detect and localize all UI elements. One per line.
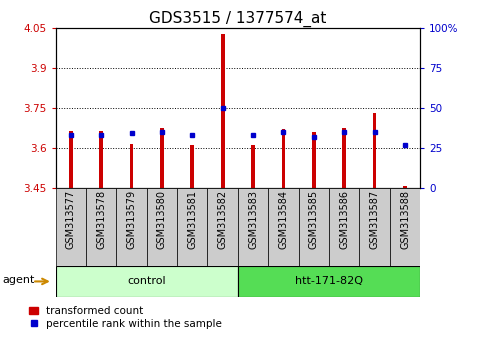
Bar: [373, 113, 376, 188]
Text: GSM313577: GSM313577: [66, 190, 76, 249]
Bar: [359, 188, 390, 266]
Text: GSM313578: GSM313578: [96, 190, 106, 249]
Bar: [56, 188, 86, 266]
Bar: [312, 132, 316, 188]
Bar: [56, 266, 238, 297]
Text: htt-171-82Q: htt-171-82Q: [295, 276, 363, 286]
Bar: [221, 34, 225, 188]
Text: GSM313581: GSM313581: [187, 190, 197, 249]
Bar: [282, 129, 285, 188]
Bar: [208, 188, 238, 266]
Text: GSM313587: GSM313587: [369, 190, 380, 249]
Text: GSM313580: GSM313580: [157, 190, 167, 249]
Bar: [190, 145, 194, 188]
Bar: [177, 188, 208, 266]
Bar: [298, 188, 329, 266]
Bar: [86, 188, 116, 266]
Bar: [390, 188, 420, 266]
Bar: [130, 144, 133, 188]
Text: GSM313583: GSM313583: [248, 190, 258, 249]
Text: GSM313582: GSM313582: [218, 190, 227, 249]
Bar: [268, 188, 298, 266]
Text: GSM313588: GSM313588: [400, 190, 410, 249]
Bar: [238, 266, 420, 297]
Text: GSM313584: GSM313584: [279, 190, 288, 249]
Title: GDS3515 / 1377574_at: GDS3515 / 1377574_at: [149, 11, 327, 27]
Bar: [69, 131, 72, 188]
Bar: [99, 131, 103, 188]
Text: control: control: [128, 276, 166, 286]
Bar: [403, 186, 407, 188]
Bar: [160, 128, 164, 188]
Text: GSM313586: GSM313586: [339, 190, 349, 249]
Bar: [238, 188, 268, 266]
Text: agent: agent: [3, 275, 35, 285]
Bar: [116, 188, 147, 266]
Bar: [147, 188, 177, 266]
Bar: [329, 188, 359, 266]
Text: GSM313579: GSM313579: [127, 190, 137, 249]
Legend: transformed count, percentile rank within the sample: transformed count, percentile rank withi…: [29, 306, 222, 329]
Text: GSM313585: GSM313585: [309, 190, 319, 249]
Bar: [342, 128, 346, 188]
Bar: [251, 145, 255, 188]
